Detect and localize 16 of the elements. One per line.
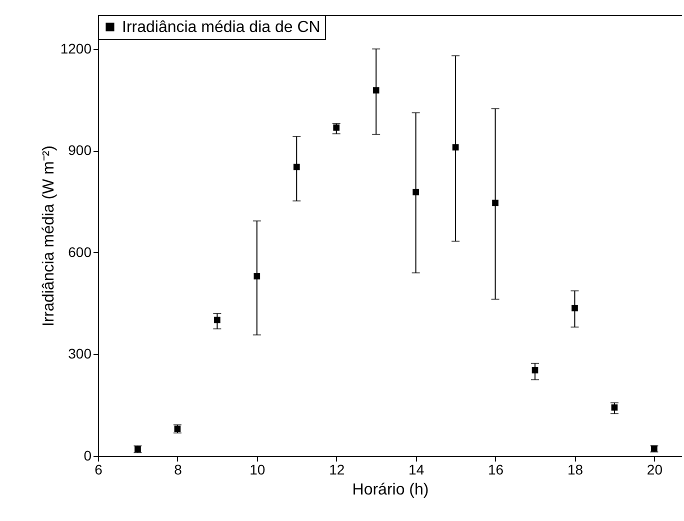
x-tick-label: 16 bbox=[488, 462, 504, 478]
y-tick-label: 900 bbox=[68, 142, 92, 158]
x-axis-title: Horário (h) bbox=[352, 482, 429, 498]
x-tick-label: 20 bbox=[646, 462, 663, 478]
legend-label: Irradiância média dia de CN bbox=[122, 19, 320, 36]
x-tick-label: 6 bbox=[94, 462, 103, 478]
x-tick-label: 18 bbox=[567, 462, 584, 478]
x-tick-label: 12 bbox=[329, 462, 345, 478]
y-tick-label: 600 bbox=[68, 244, 92, 260]
x-tick-label: 14 bbox=[408, 462, 424, 478]
x-tick-label: 8 bbox=[174, 462, 182, 478]
y-tick-label: 300 bbox=[68, 346, 92, 362]
x-tick-label: 10 bbox=[250, 462, 266, 478]
y-tick-label: 0 bbox=[84, 448, 92, 464]
y-tick-label: 1200 bbox=[60, 40, 92, 56]
y-axis-title: Irradiância média (W m⁻²) bbox=[40, 145, 58, 327]
